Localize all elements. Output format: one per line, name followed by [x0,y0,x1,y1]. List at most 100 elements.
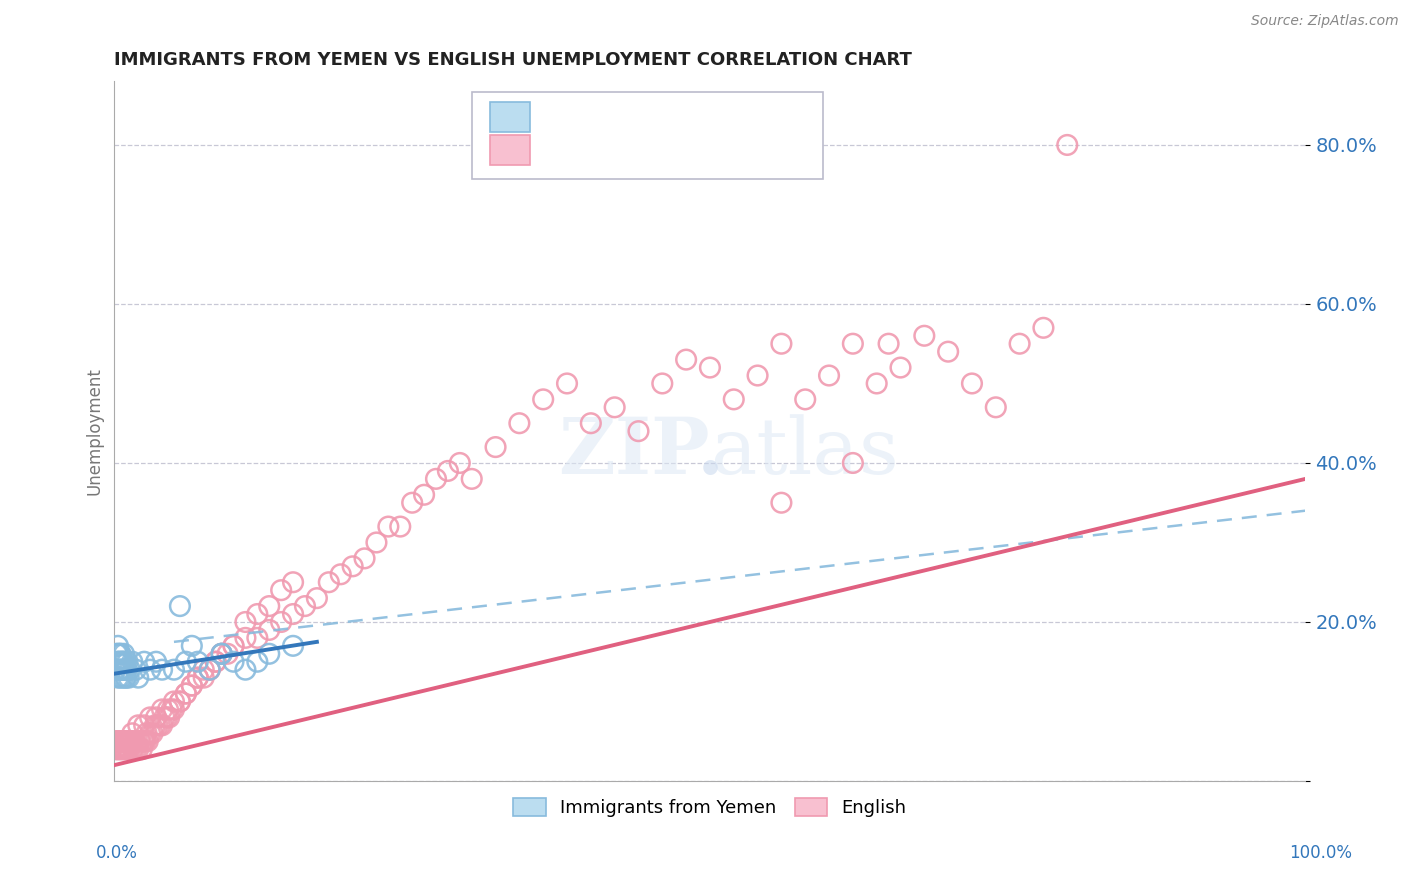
Point [866,376,889,391]
Point [413,488,436,502]
Point [235,663,257,677]
Point [163,694,186,708]
Point [246,655,269,669]
Text: N = 140: N = 140 [686,141,766,159]
Point [110,734,132,748]
Point [508,416,530,430]
Point [329,567,352,582]
Point [118,734,141,748]
Point [110,663,132,677]
Point [579,416,602,430]
Point [461,472,484,486]
Point [193,671,215,685]
Point [169,694,191,708]
Point [124,734,146,748]
Point [129,734,152,748]
Point [118,671,141,685]
Point [145,655,167,669]
Point [134,734,156,748]
Point [118,663,141,677]
Point [122,742,145,756]
Point [960,376,983,391]
Point [818,368,841,383]
Point [305,591,328,606]
Point [111,671,134,685]
Point [1008,336,1031,351]
Point [111,734,134,748]
Point [198,663,221,677]
Point [107,734,129,748]
Point [163,663,186,677]
Point [127,671,149,685]
Point [342,559,364,574]
Point [125,663,148,677]
FancyBboxPatch shape [472,92,823,179]
FancyBboxPatch shape [489,136,530,165]
Point [770,496,793,510]
Point [150,718,173,732]
Point [217,647,239,661]
Point [187,671,209,685]
Point [877,336,900,351]
Point [105,742,128,756]
Point [110,655,132,669]
Point [108,734,131,748]
Point [104,742,127,756]
Text: Source: ZipAtlas.com: Source: ZipAtlas.com [1251,14,1399,28]
Point [139,663,162,677]
Point [136,734,159,748]
Point [187,655,209,669]
Point [246,631,269,645]
Point [211,647,233,661]
Point [377,519,399,533]
Point [160,702,183,716]
Text: ZIP: ZIP [558,414,710,491]
Point [118,734,141,748]
Point [121,734,143,748]
Point [150,702,173,716]
Point [108,655,131,669]
Point [936,344,959,359]
Point [139,726,162,740]
Point [193,663,215,677]
Point [270,583,292,598]
Point [112,663,135,677]
Point [1056,138,1078,153]
Point [120,734,142,748]
Point [115,734,138,748]
Point [1032,321,1054,335]
Point [110,742,132,756]
Point [114,742,136,756]
Point [114,734,136,748]
Point [169,694,191,708]
Point [211,647,233,661]
Point [675,352,697,367]
Point [125,734,148,748]
Point [180,639,202,653]
Text: IMMIGRANTS FROM YEMEN VS ENGLISH UNEMPLOYMENT CORRELATION CHART: IMMIGRANTS FROM YEMEN VS ENGLISH UNEMPLO… [114,51,912,69]
Point [145,710,167,724]
Point [118,742,141,756]
Point [149,718,172,732]
Point [110,671,132,685]
Point [107,639,129,653]
Point [110,647,132,661]
Point [112,742,135,756]
Y-axis label: Unemployment: Unemployment [86,368,103,495]
Point [198,663,221,677]
Point [128,734,150,748]
Point [318,575,340,590]
Point [111,655,134,669]
Point [125,742,148,756]
Point [115,671,138,685]
Point [770,336,793,351]
Point [115,663,138,677]
Point [235,615,257,629]
Point [110,647,132,661]
Point [353,551,375,566]
Point [174,687,197,701]
Point [153,710,176,724]
Point [107,742,129,756]
Point [121,742,143,756]
Point [889,360,911,375]
